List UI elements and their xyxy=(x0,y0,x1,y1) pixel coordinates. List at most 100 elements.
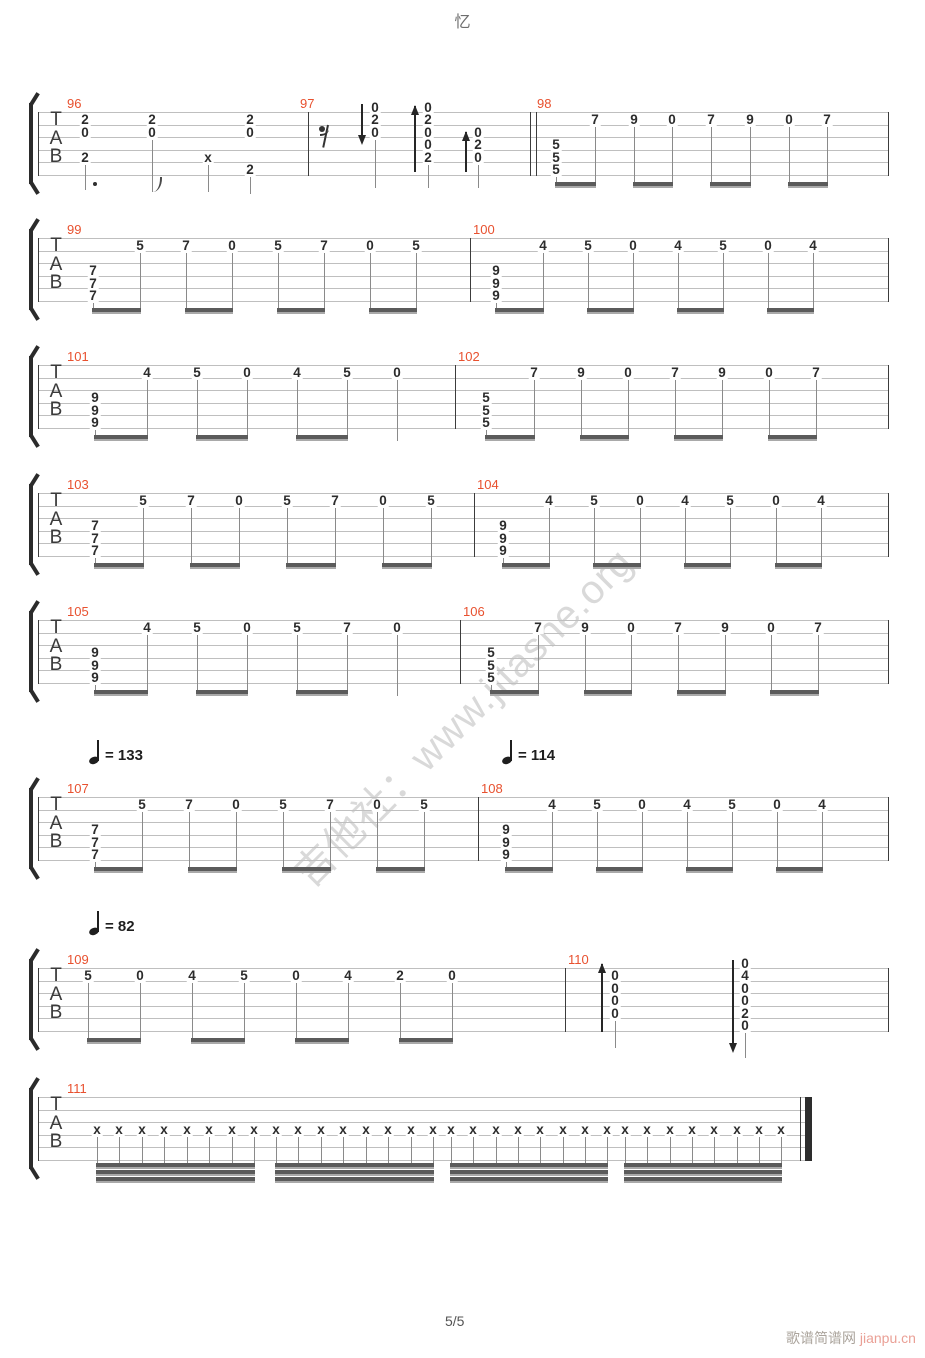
barline xyxy=(470,238,471,302)
staff-line xyxy=(38,263,888,264)
note-stem xyxy=(710,127,712,182)
note-beam xyxy=(555,182,596,188)
note-stem xyxy=(94,558,96,563)
fret-number: 2 xyxy=(422,112,434,127)
mute-x: x xyxy=(91,1122,103,1137)
note-stem xyxy=(677,635,679,690)
fret-number: 5 xyxy=(341,365,353,380)
note-stem xyxy=(624,1137,626,1163)
tempo-value: = 82 xyxy=(105,918,135,935)
mute-x: x xyxy=(557,1122,569,1137)
fret-number: 9 xyxy=(89,645,101,660)
note-stem xyxy=(323,253,325,308)
note-stem xyxy=(141,812,143,867)
fret-number: 9 xyxy=(497,518,509,533)
fret-number: 7 xyxy=(183,797,195,812)
fret-number: 5 xyxy=(726,797,738,812)
staff-line xyxy=(38,238,888,239)
fret-number: 9 xyxy=(500,822,512,837)
fret-number: 5 xyxy=(582,238,594,253)
note-stem xyxy=(432,1137,434,1163)
tab-clef-letter: B xyxy=(49,831,63,853)
fret-number: 9 xyxy=(89,402,101,418)
mute-x: x xyxy=(136,1122,148,1137)
note-stem xyxy=(151,139,153,192)
fret-number: 5 xyxy=(137,493,149,508)
staff-line xyxy=(38,822,888,823)
staff-line xyxy=(38,632,888,634)
fret-number: 4 xyxy=(537,238,549,253)
fret-number: 0 xyxy=(739,980,751,996)
note-beam xyxy=(674,435,723,441)
fret-number: 0 xyxy=(627,238,639,253)
note-stem xyxy=(235,812,237,867)
fret-number: 9 xyxy=(500,834,512,850)
fret-number: 0 xyxy=(290,968,302,983)
note-stem xyxy=(713,1137,715,1163)
mute-x: x xyxy=(315,1122,327,1137)
note-beam xyxy=(684,563,731,569)
fret-number: 0 xyxy=(472,124,484,140)
note-stem xyxy=(562,1137,564,1163)
note-beam xyxy=(399,1038,453,1044)
note-beam xyxy=(295,1038,349,1044)
mute-x: x xyxy=(270,1122,282,1137)
barline xyxy=(38,797,39,861)
fret-number: 0 xyxy=(377,493,389,508)
note-beam xyxy=(94,690,148,696)
fret-number: 5 xyxy=(134,238,146,253)
note-stem xyxy=(84,164,86,190)
staff-line xyxy=(38,993,888,994)
quarter-note-icon xyxy=(97,911,99,932)
note-stem xyxy=(533,380,535,435)
tempo-value: = 114 xyxy=(518,747,556,764)
fret-number: 4 xyxy=(291,365,303,380)
measure-number: 98 xyxy=(537,96,552,111)
fret-number: 5 xyxy=(550,162,562,177)
mute-x: x xyxy=(708,1122,720,1137)
note-beam xyxy=(624,1170,782,1176)
system-bracket xyxy=(29,948,40,962)
staff-line xyxy=(38,390,888,391)
note-stem xyxy=(329,812,331,867)
note-stem xyxy=(186,1137,188,1163)
tab-clef-letter: B xyxy=(49,272,63,294)
fret-number: 4 xyxy=(342,968,354,983)
fret-number: 5 xyxy=(485,645,497,660)
fret-number: 0 xyxy=(391,620,403,635)
note-stem xyxy=(551,812,553,867)
fret-number: 4 xyxy=(679,493,691,508)
fret-number: 7 xyxy=(89,518,101,533)
note-beam xyxy=(196,690,248,696)
strum-up-arrow-icon xyxy=(461,131,470,141)
tab-clef-letter: T xyxy=(50,490,62,511)
note-stem xyxy=(817,635,819,690)
fret-number: 0 xyxy=(79,124,91,140)
note-stem xyxy=(633,127,635,182)
tab-clef-letter: B xyxy=(49,1131,63,1153)
measure-number: 106 xyxy=(463,604,485,619)
note-stem xyxy=(146,380,148,435)
note-stem xyxy=(820,508,822,563)
system-bracket xyxy=(29,306,40,321)
note-stem xyxy=(430,508,432,563)
tempo-value: = 133 xyxy=(105,747,143,764)
fret-number: 0 xyxy=(609,993,621,1008)
fret-number: 4 xyxy=(681,797,693,812)
fret-number: 0 xyxy=(369,99,381,115)
note-stem xyxy=(584,635,586,690)
fret-number: 7 xyxy=(89,847,101,862)
note-stem xyxy=(146,635,148,690)
note-stem xyxy=(286,508,288,563)
tab-clef-letter: A xyxy=(49,983,63,1005)
strum-down-arrow-icon xyxy=(357,135,366,145)
note-stem xyxy=(775,508,777,563)
fret-number: 7 xyxy=(87,275,99,291)
staff-line xyxy=(38,427,888,429)
fret-number: 0 xyxy=(783,112,795,127)
note-stem xyxy=(495,303,497,308)
note-stem xyxy=(780,1137,782,1163)
note-beam xyxy=(275,1163,434,1169)
